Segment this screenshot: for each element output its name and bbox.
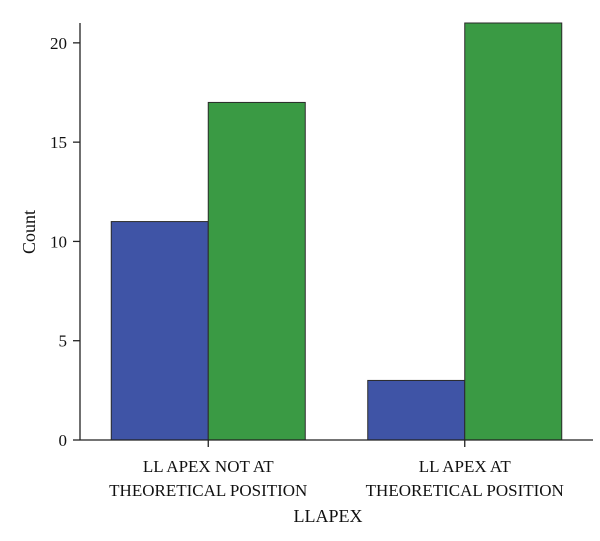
bar-series1-cat1 xyxy=(110,221,209,441)
y-axis-ticks: 0 5 10 15 20 xyxy=(50,34,80,450)
bar-series2-cat2 xyxy=(464,22,563,441)
x-category-label-line: LL APEX AT xyxy=(419,457,512,476)
y-tick-label: 20 xyxy=(50,34,67,53)
x-category-label-line: THEORETICAL POSITION xyxy=(366,481,564,500)
y-tick-label: 0 xyxy=(59,431,68,450)
x-category-label-line: LL APEX NOT AT xyxy=(143,457,274,476)
y-axis-title: Count xyxy=(19,210,39,254)
bar-series2-cat1 xyxy=(207,101,306,441)
y-tick-label: 15 xyxy=(50,133,67,152)
x-category-label: LL APEX AT THEORETICAL POSITION xyxy=(366,457,564,500)
y-tick-label: 10 xyxy=(50,232,67,251)
y-tick-label: 5 xyxy=(59,332,68,351)
x-category-label-line: THEORETICAL POSITION xyxy=(109,481,307,500)
bar-series1-cat2 xyxy=(367,379,466,441)
bar-group xyxy=(110,22,563,441)
x-category-label: LL APEX NOT AT THEORETICAL POSITION xyxy=(109,457,307,500)
x-axis-title: LLAPEX xyxy=(294,506,363,526)
